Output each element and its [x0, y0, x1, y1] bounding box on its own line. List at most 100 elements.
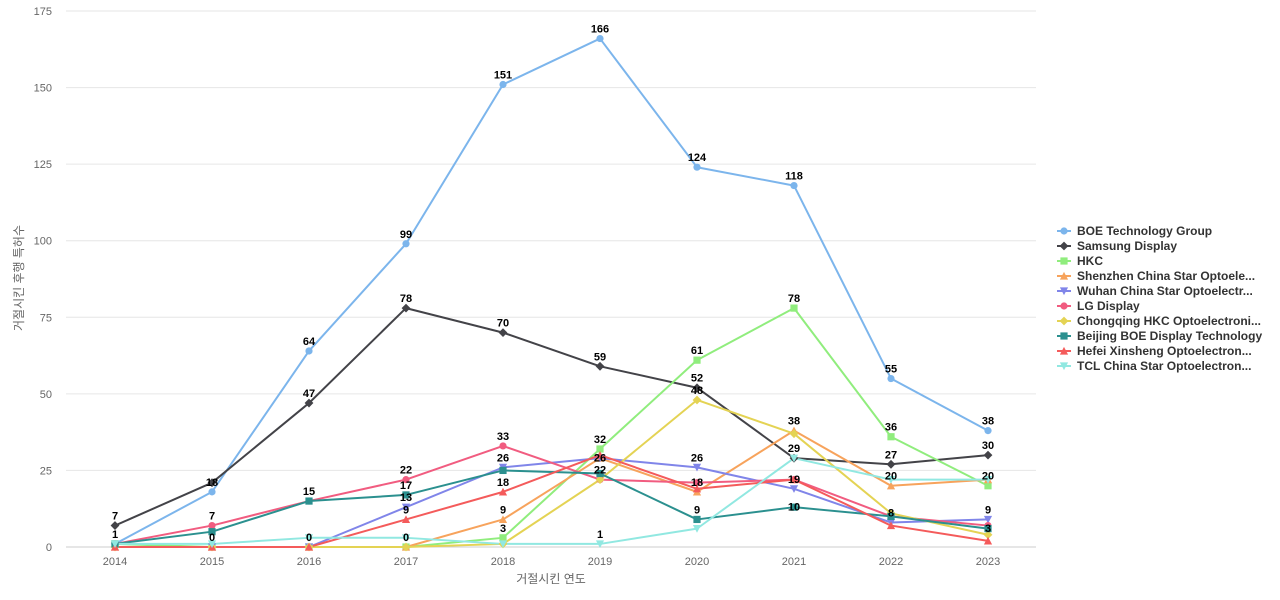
data-point — [693, 479, 701, 487]
y-tick-label: 125 — [34, 159, 52, 171]
data-point — [208, 488, 216, 496]
data-label: 7 — [209, 511, 215, 523]
data-point — [790, 503, 798, 511]
legend-item[interactable]: HKC — [1057, 254, 1103, 268]
data-point — [596, 445, 604, 453]
data-label: 22 — [594, 465, 606, 477]
data-point — [402, 476, 410, 484]
data-label: 32 — [594, 434, 606, 446]
legend-item[interactable]: LG Display — [1057, 299, 1140, 313]
data-label: 64 — [303, 336, 316, 348]
data-point — [207, 478, 217, 488]
data-point — [693, 163, 701, 171]
data-point — [498, 487, 508, 496]
data-label: 29 — [788, 443, 800, 455]
data-label: 36 — [885, 422, 897, 434]
data-label: 124 — [688, 152, 707, 164]
data-label: 151 — [494, 70, 512, 82]
data-point — [984, 427, 992, 435]
legend-label: Samsung Display — [1077, 239, 1177, 253]
legend-label: LG Display — [1077, 299, 1140, 313]
x-tick-label: 2021 — [782, 556, 806, 568]
x-axis-ticks: 2014 2015 2016 2017 2018 2019 2020 2021 2022 2023 — [103, 556, 1000, 568]
data-point — [402, 491, 410, 499]
data-label: 0 — [403, 532, 409, 544]
data-label: 18 — [691, 477, 703, 489]
data-point — [499, 442, 507, 450]
legend-item[interactable]: Shenzhen China Star Optoele... — [1057, 269, 1255, 283]
data-label: 61 — [691, 345, 703, 357]
data-label: 3 — [985, 523, 991, 535]
data-point — [983, 530, 993, 540]
data-point — [401, 542, 411, 552]
data-point — [692, 383, 702, 393]
legend-item[interactable]: Chongqing HKC Optoelectroni... — [1057, 314, 1261, 328]
legend-item[interactable]: Wuhan China Star Optoelectr... — [1057, 284, 1253, 298]
data-label: 0 — [209, 532, 215, 544]
data-point — [886, 521, 896, 530]
data-label: 9 — [985, 504, 991, 516]
data-point — [886, 459, 896, 469]
data-point — [304, 398, 314, 408]
legend-item[interactable]: BOE Technology Group — [1057, 224, 1212, 238]
data-label: 20 — [885, 471, 897, 483]
data-point — [595, 451, 605, 459]
legend-item[interactable]: TCL China Star Optoelectron... — [1057, 359, 1251, 373]
data-label: 52 — [691, 373, 703, 385]
legend-item[interactable]: Samsung Display — [1057, 239, 1177, 253]
x-tick-label: 2017 — [394, 556, 418, 568]
data-point — [983, 536, 993, 545]
data-label: 99 — [400, 229, 412, 241]
legend-item[interactable]: Beijing BOE Display Technology — [1057, 329, 1262, 343]
legend-item[interactable]: Hefei Xinsheng Optoelectron... — [1057, 344, 1252, 358]
y-axis-title: 거절시킨 후행 특허수 — [11, 225, 26, 331]
series-line — [115, 457, 988, 545]
data-label: 55 — [885, 364, 897, 376]
legend-label: Shenzhen China Star Optoele... — [1077, 269, 1255, 283]
legend-marker — [1059, 346, 1069, 355]
data-label: 7 — [112, 511, 118, 523]
data-point — [692, 463, 702, 472]
data-label: 26 — [497, 452, 509, 464]
x-axis-title: 거절시킨 연도 — [516, 572, 586, 586]
data-point — [790, 304, 798, 312]
data-point — [304, 534, 314, 542]
legend-marker — [1060, 227, 1068, 235]
data-point — [499, 466, 507, 475]
data-label: 78 — [788, 293, 800, 305]
data-label: 48 — [691, 385, 703, 397]
data-point — [596, 34, 604, 43]
data-label: 1 — [597, 529, 603, 541]
data-label: 19 — [788, 474, 800, 486]
x-tick-label: 2016 — [297, 556, 321, 568]
data-point — [983, 476, 993, 484]
data-point — [887, 374, 895, 383]
data-label: 18 — [206, 477, 218, 489]
data-label: 3 — [500, 523, 506, 535]
data-point — [499, 80, 507, 89]
legend-label: TCL China Star Optoelectron... — [1077, 359, 1251, 373]
legend-marker — [1060, 332, 1068, 340]
data-label: 20 — [982, 471, 994, 483]
data-point — [887, 433, 895, 441]
data-label: 38 — [982, 416, 994, 428]
data-point — [208, 528, 216, 536]
y-tick-label: 150 — [34, 83, 52, 95]
data-label: 18 — [497, 477, 509, 489]
y-axis-ticks: 0 25 50 75 100 125 150 175 — [34, 6, 52, 554]
data-label: 8 — [888, 507, 894, 519]
x-tick-label: 2018 — [491, 556, 515, 568]
data-point — [887, 512, 895, 520]
data-point — [790, 181, 798, 190]
data-label: 0 — [306, 532, 312, 544]
data-point — [789, 454, 799, 463]
data-label: 9 — [403, 504, 409, 516]
x-tick-label: 2022 — [879, 556, 903, 568]
series-line — [114, 444, 989, 545]
y-tick-label: 175 — [34, 6, 52, 18]
legend-label: Hefei Xinsheng Optoelectron... — [1077, 344, 1252, 358]
data-label: 166 — [591, 24, 609, 36]
data-label: 15 — [303, 486, 315, 498]
data-point — [789, 429, 799, 439]
